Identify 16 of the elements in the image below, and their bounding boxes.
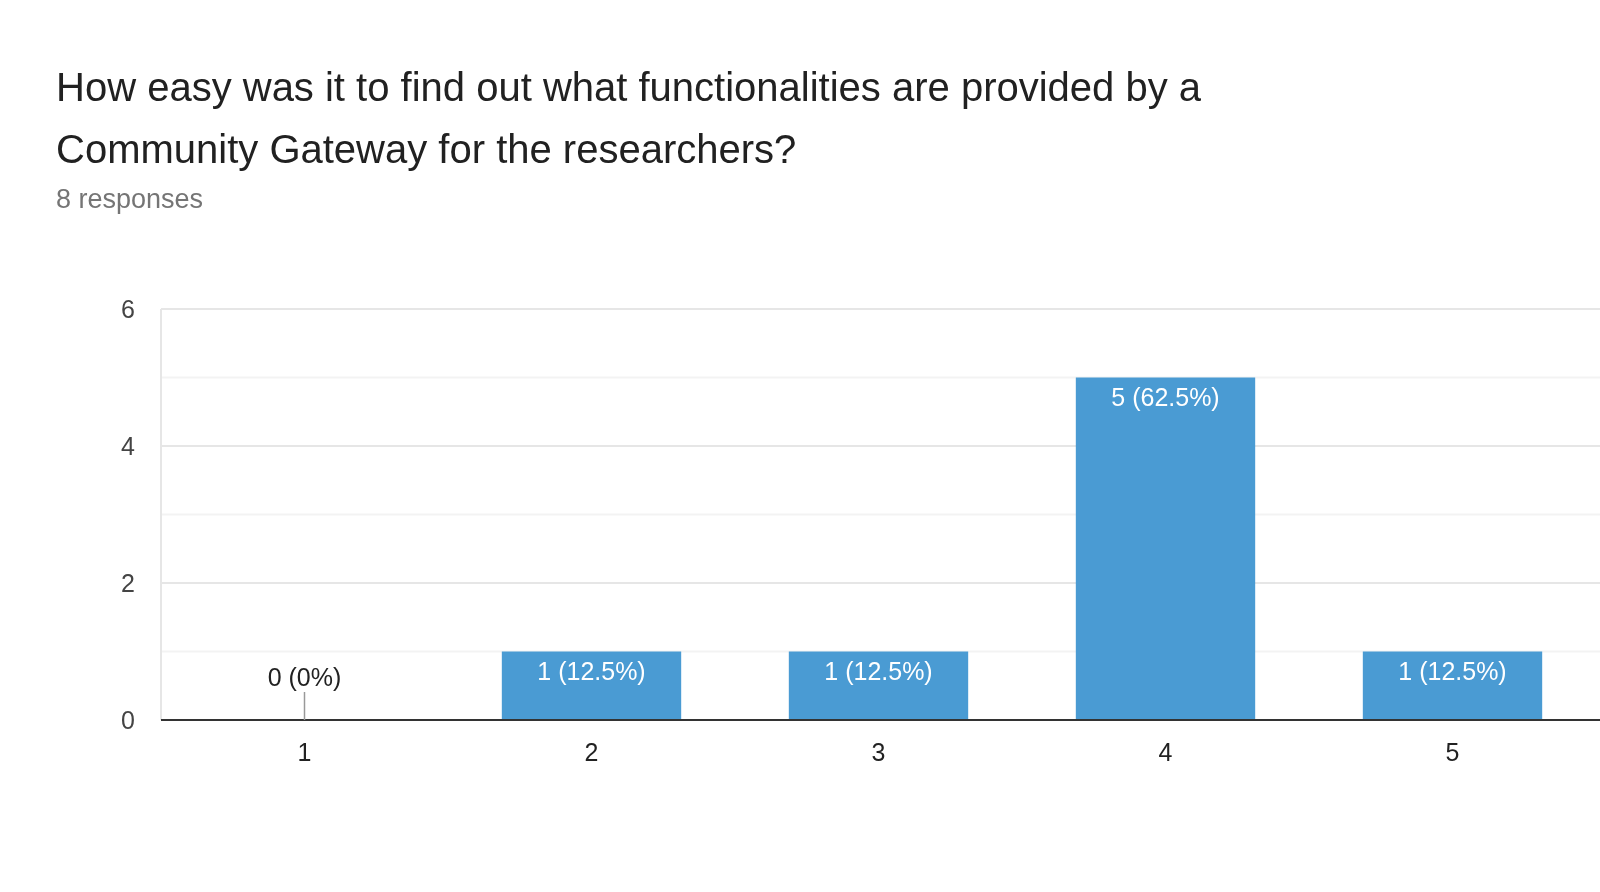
data-label: 1 (12.5%) — [537, 656, 646, 685]
x-tick-label: 3 — [871, 738, 886, 766]
x-tick-label: 1 — [297, 738, 312, 766]
y-tick-label: 0 — [121, 706, 135, 734]
y-tick-label: 4 — [121, 432, 136, 460]
chart-subtitle: 8 responses — [56, 184, 204, 215]
data-label: 5 (62.5%) — [1111, 382, 1220, 411]
y-tick-label: 2 — [121, 569, 135, 597]
data-label: 1 (12.5%) — [824, 656, 933, 685]
chart-title: How easy was it to find out what functionalities are provided by a Community Gateway for the researchers? — [56, 64, 1203, 173]
y-tick-label: 6 — [121, 295, 135, 323]
x-tick-label: 2 — [584, 738, 599, 766]
data-label: 1 (12.5%) — [1398, 656, 1507, 685]
x-tick-label: 5 — [1445, 738, 1460, 766]
x-tick-label: 4 — [1158, 738, 1173, 766]
data-label: 0 (0%) — [267, 663, 342, 691]
